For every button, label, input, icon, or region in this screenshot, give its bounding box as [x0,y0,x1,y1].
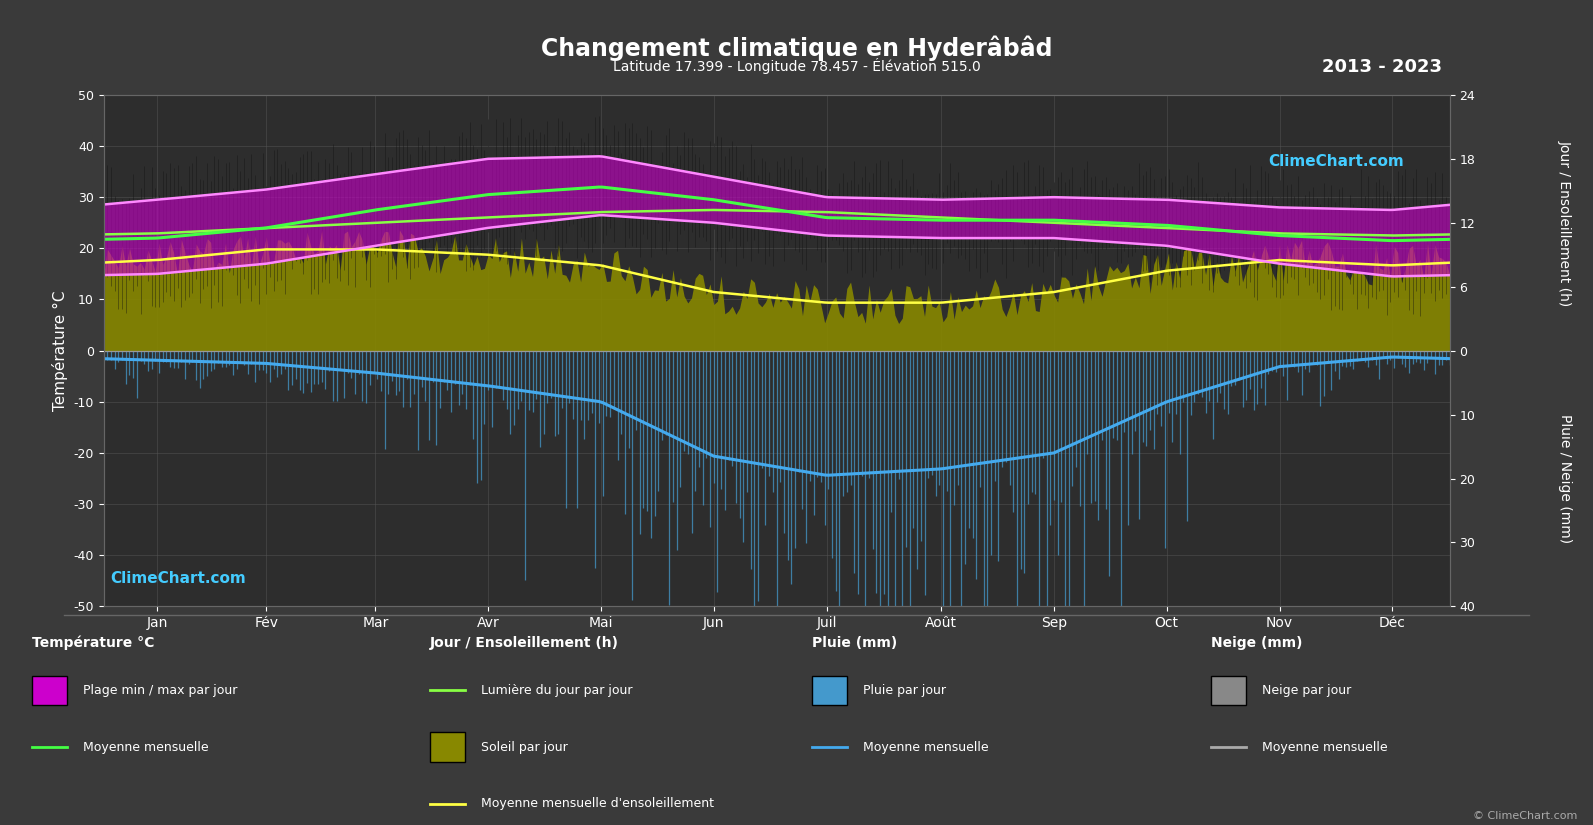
Text: Lumière du jour par jour: Lumière du jour par jour [481,684,632,697]
FancyBboxPatch shape [1211,676,1246,705]
Text: Latitude 17.399 - Longitude 78.457 - Élévation 515.0: Latitude 17.399 - Longitude 78.457 - Élé… [613,58,980,73]
Text: Pluie par jour: Pluie par jour [863,684,946,697]
Text: Plage min / max par jour: Plage min / max par jour [83,684,237,697]
Text: Jour / Ensoleillement (h): Jour / Ensoleillement (h) [430,635,620,649]
Text: Neige (mm): Neige (mm) [1211,635,1301,649]
Text: Moyenne mensuelle: Moyenne mensuelle [1262,741,1388,754]
Y-axis label: Température °C: Température °C [51,290,68,411]
FancyBboxPatch shape [430,733,465,762]
Text: Température °C: Température °C [32,635,155,650]
Text: Moyenne mensuelle: Moyenne mensuelle [863,741,989,754]
Text: Soleil par jour: Soleil par jour [481,741,567,754]
Text: Pluie / Neige (mm): Pluie / Neige (mm) [1558,414,1572,543]
Text: Changement climatique en Hyderâbâd: Changement climatique en Hyderâbâd [540,35,1053,61]
Text: ClimeChart.com: ClimeChart.com [1268,154,1403,169]
FancyBboxPatch shape [32,676,67,705]
Text: Jour / Ensoleillement (h): Jour / Ensoleillement (h) [1558,139,1572,306]
FancyBboxPatch shape [812,676,847,705]
Text: Pluie (mm): Pluie (mm) [812,635,898,649]
Text: 2013 - 2023: 2013 - 2023 [1322,58,1442,76]
Text: Moyenne mensuelle d'ensoleillement: Moyenne mensuelle d'ensoleillement [481,798,714,810]
Text: Moyenne mensuelle: Moyenne mensuelle [83,741,209,754]
Text: Neige par jour: Neige par jour [1262,684,1351,697]
Text: ClimeChart.com: ClimeChart.com [110,571,245,586]
Text: © ClimeChart.com: © ClimeChart.com [1472,811,1577,821]
